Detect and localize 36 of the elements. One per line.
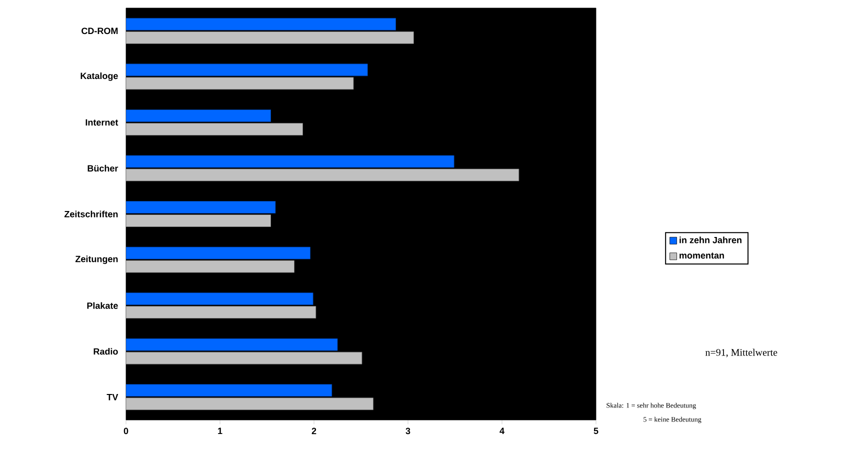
y-tick-label: Plakate	[87, 302, 118, 309]
bar	[126, 18, 396, 30]
bar	[126, 398, 374, 410]
y-tick-label: Internet	[86, 119, 118, 126]
bar	[126, 155, 454, 168]
x-tick-label: 3	[406, 428, 410, 434]
bar	[126, 292, 314, 306]
bar	[126, 123, 303, 136]
y-tick-label: Zeitschriften	[64, 210, 118, 218]
x-tick-label: 4	[500, 428, 504, 434]
bar	[126, 260, 294, 273]
text: n=91, Mittelwerte	[705, 348, 778, 358]
bar	[126, 77, 354, 90]
bar	[126, 201, 276, 214]
x-tick-label: 2	[312, 428, 316, 434]
y-tick-label: CD-ROM	[82, 28, 118, 34]
y-tick-label: Bücher	[88, 164, 118, 172]
bar	[126, 168, 520, 182]
bar	[126, 214, 271, 227]
y-tick-label: Kataloge	[80, 72, 118, 81]
y-tick-label: Zeitungen	[75, 256, 118, 264]
bar	[126, 338, 338, 351]
bar	[126, 246, 310, 260]
bar	[126, 306, 316, 319]
bar	[126, 31, 414, 44]
bar	[126, 110, 271, 122]
x-tick-label: 5	[594, 428, 598, 434]
bar	[126, 352, 362, 364]
x-tick-label: 0	[124, 428, 128, 434]
x-tick-label: 1	[218, 428, 222, 434]
y-tick-label: TV	[106, 394, 118, 400]
bar	[126, 64, 368, 76]
y-tick-label: Radio	[94, 348, 118, 355]
legend-label: momentan	[680, 252, 724, 259]
bar	[126, 384, 332, 397]
legend-label: in zehn Jahren	[680, 236, 742, 244]
